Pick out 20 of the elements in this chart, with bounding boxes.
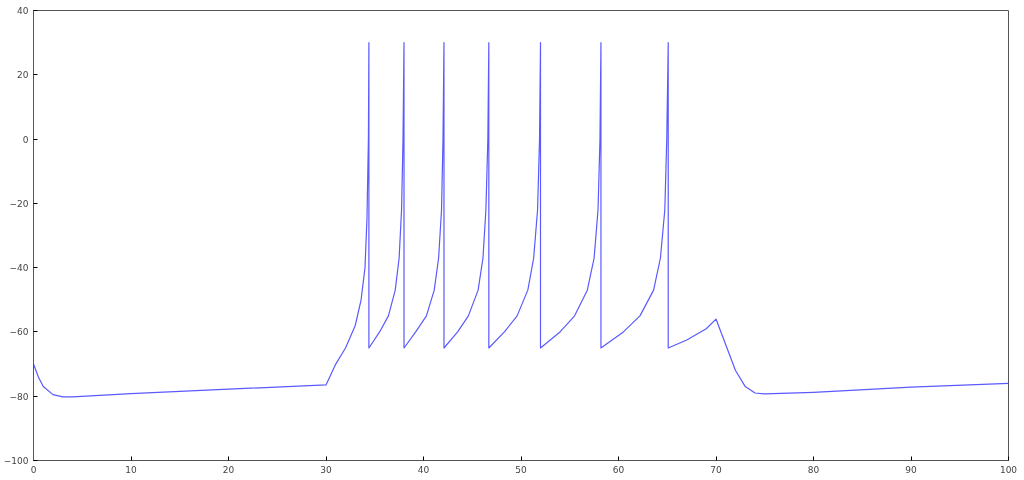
x-tick-label: 30 (320, 464, 332, 475)
y-tick-label: −20 (9, 198, 29, 209)
x-tick-label: 20 (222, 464, 235, 475)
x-tick-label: 100 (999, 464, 1018, 475)
y-tick-label: −100 (3, 456, 29, 466)
y-tick-label: −40 (9, 263, 29, 274)
y-tick-label: −60 (9, 327, 29, 338)
y-tick-label: 0 (22, 134, 29, 145)
y-tick-label: −80 (9, 391, 29, 402)
line-series (33, 42, 1009, 398)
x-tick-label: 90 (905, 464, 917, 475)
y-tick-label: 40 (17, 6, 29, 16)
x-tick-label: 40 (417, 464, 430, 475)
x-tick-label: 10 (125, 464, 137, 475)
x-tick-label: 80 (807, 464, 820, 475)
x-tick-label: 0 (30, 464, 37, 475)
x-tick-label: 60 (612, 464, 625, 475)
y-tick-label: 20 (17, 70, 29, 81)
x-tick-label: 70 (710, 464, 722, 475)
x-tick-label: 50 (515, 464, 527, 475)
